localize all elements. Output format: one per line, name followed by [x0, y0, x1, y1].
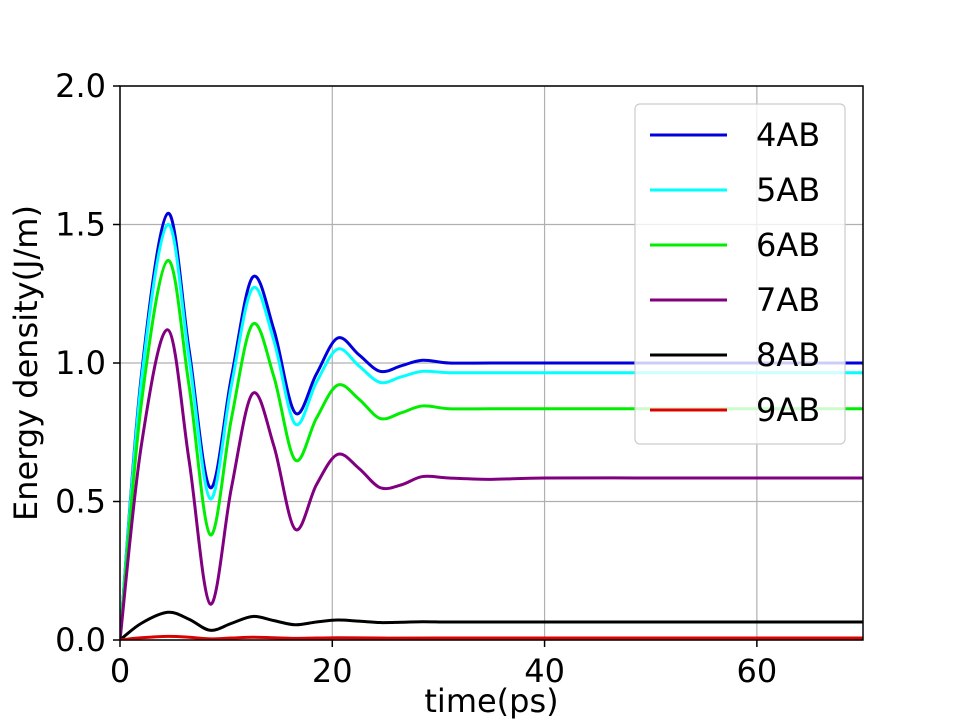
y-axis-label: Energy density(J/m) — [7, 205, 45, 521]
series-line-9ab — [120, 634, 863, 640]
x-axis-label: time(ps) — [424, 682, 558, 720]
x-tick-label: 40 — [524, 652, 565, 690]
legend-label-6ab: 6AB — [756, 226, 820, 264]
legend-label-7ab: 7AB — [756, 281, 820, 319]
series-line-4ab — [120, 211, 863, 640]
legend-label-4ab: 4AB — [756, 116, 820, 154]
legend: 4AB 5AB 6AB 7AB 8AB 9AB — [634, 103, 846, 445]
y-tick-label: 2.0 — [55, 67, 106, 105]
x-tick-label: 20 — [312, 652, 353, 690]
series-line-6ab — [120, 259, 863, 640]
legend-label-8ab: 8AB — [756, 336, 820, 374]
y-tick-label: 1.0 — [55, 344, 106, 382]
series-line-8ab — [120, 610, 863, 640]
y-tick-label: 1.5 — [55, 206, 106, 244]
legend-label-5ab: 5AB — [756, 171, 820, 209]
y-tick-label: 0.5 — [55, 483, 106, 521]
x-tick-label: 0 — [110, 652, 130, 690]
series-line-7ab — [120, 328, 863, 640]
legend-label-9ab: 9AB — [756, 391, 820, 429]
series-line-5ab — [120, 222, 863, 640]
x-tick-label: 60 — [736, 652, 777, 690]
plot-area-series — [120, 211, 863, 640]
y-tick-label: 0.0 — [55, 621, 106, 659]
axis-ticks: 0 20 40 60 0.0 0.5 1.0 1.5 2.0 — [55, 67, 777, 690]
